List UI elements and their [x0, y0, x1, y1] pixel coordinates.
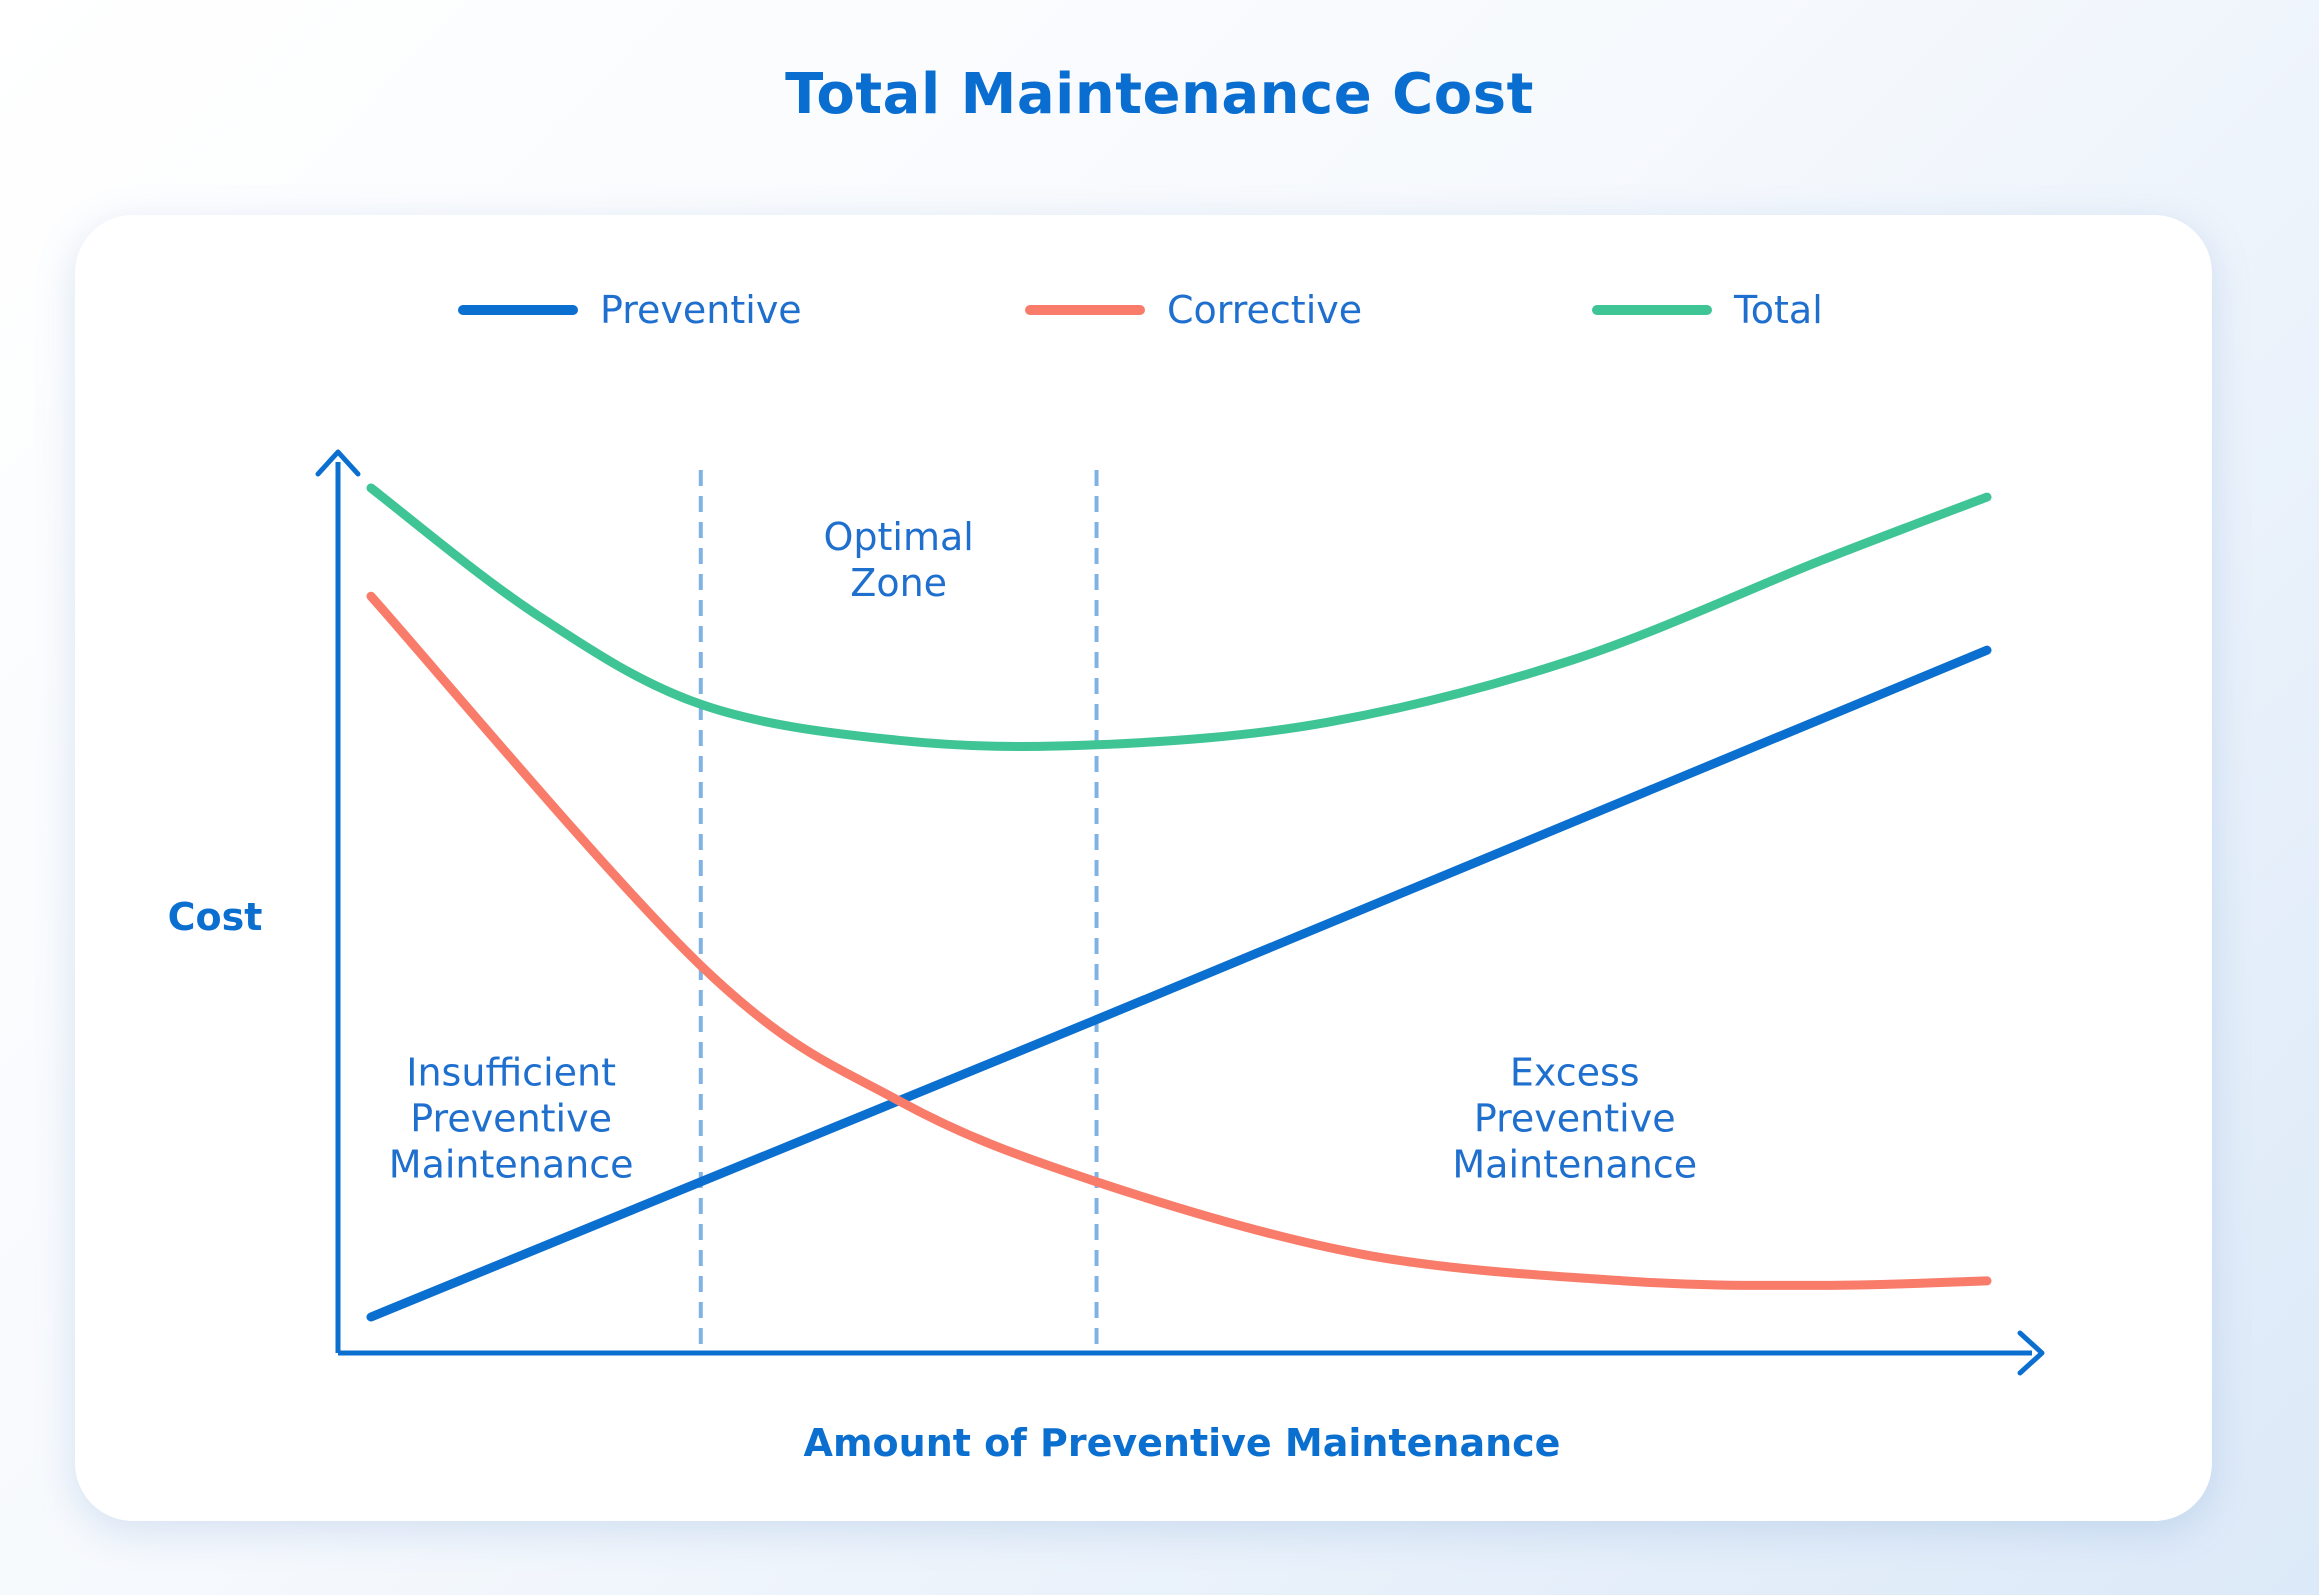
region-label-excess: Excess Preventive Maintenance	[1452, 1051, 1697, 1187]
series-line-total	[366, 483, 1992, 751]
legend-swatch-preventive	[458, 305, 578, 315]
region-label-line: Excess	[1510, 1051, 1640, 1095]
series-line-preventive	[366, 645, 1992, 1322]
x-axis-arrow-icon	[2017, 1330, 2045, 1376]
region-label-line: Maintenance	[1452, 1143, 1697, 1187]
region-label-line: Insufficient	[406, 1051, 616, 1095]
region-label-line: Maintenance	[389, 1143, 634, 1187]
region-label-insufficient: Insufficient Preventive Maintenance	[389, 1051, 634, 1187]
region-label-line: Preventive	[1474, 1097, 1676, 1141]
legend-swatch-corrective	[1025, 305, 1145, 315]
region-label-optimal: Optimal Zone	[823, 515, 973, 605]
series-line-corrective	[366, 591, 1992, 1290]
legend-label-preventive: Preventive	[600, 288, 802, 332]
y-axis-arrow-icon	[315, 449, 361, 477]
region-label-line: Zone	[850, 561, 947, 605]
legend-label-corrective: Corrective	[1167, 288, 1363, 332]
x-axis-label: Amount of Preventive Maintenance	[804, 1421, 1561, 1465]
legend-swatch-total	[1592, 305, 1712, 315]
legend-label-total: Total	[1734, 288, 1823, 332]
region-label-line: Optimal	[823, 515, 973, 559]
legend-item-preventive: Preventive	[458, 280, 802, 340]
region-label-line: Preventive	[410, 1097, 612, 1141]
legend-item-total: Total	[1592, 280, 1823, 340]
y-axis-label: Cost	[168, 895, 263, 939]
chart-card	[75, 215, 2212, 1521]
legend-item-corrective: Corrective	[1025, 280, 1362, 340]
chart-title: Total Maintenance Cost	[785, 62, 1534, 127]
